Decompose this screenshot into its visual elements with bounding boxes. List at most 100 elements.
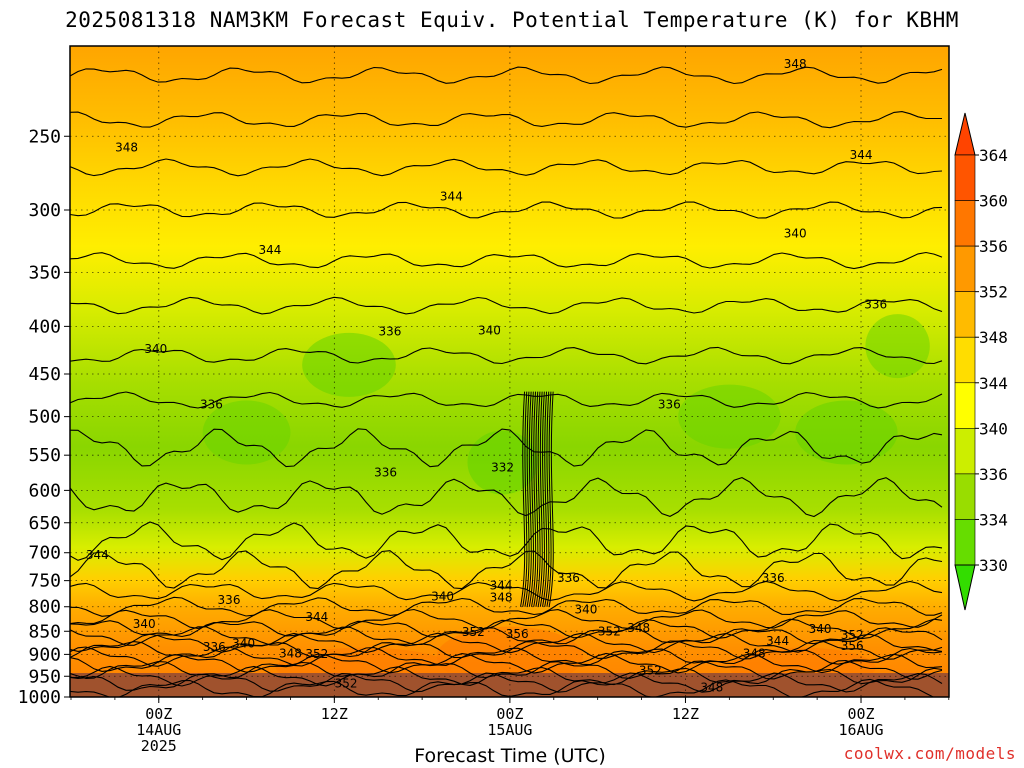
colorbar-swatch: [954, 245, 976, 292]
colorbar-label: 340: [979, 419, 1008, 438]
colorbar-top-arrow: [954, 112, 976, 156]
contour-line: [533, 391, 539, 607]
contour-label: 356: [841, 639, 864, 653]
colorbar-label: 334: [979, 510, 1008, 529]
contour-label: 344: [440, 189, 463, 203]
contour-label: 344: [766, 634, 789, 648]
chart-title: 2025081318 NAM3KM Forecast Equiv. Potent…: [65, 8, 959, 32]
contour-label: 356: [506, 627, 529, 641]
contour-label: 336: [864, 298, 887, 312]
contour-label: 340: [133, 617, 156, 631]
contour-label: 340: [232, 636, 255, 650]
contour-line: [526, 391, 532, 607]
contour-line: [544, 391, 550, 607]
colorbar-label: 344: [979, 374, 1008, 393]
contour-label: 340: [575, 602, 598, 616]
contour-line: [70, 521, 943, 561]
moist-region: [795, 400, 898, 465]
x-tick-label: 12Z: [672, 705, 699, 723]
contour-line: [70, 580, 943, 602]
y-tick-label: 700: [28, 543, 61, 564]
colorbar-swatch: [954, 336, 976, 384]
contour-line: [542, 391, 548, 607]
contour-line: [70, 296, 943, 315]
x-tick-label: 12Z: [321, 705, 348, 723]
contour-line: [548, 391, 554, 607]
y-axis: 2503003504004505005506006507007508008509…: [18, 126, 70, 708]
contour-label: 352: [841, 628, 864, 642]
contour-label: 344: [259, 243, 282, 257]
contour-line: [524, 391, 530, 607]
y-tick-label: 800: [28, 597, 61, 618]
contour-line: [546, 391, 552, 607]
colorbar-label: 348: [979, 328, 1008, 347]
contour-line: [70, 618, 943, 640]
contour-line: [70, 550, 943, 590]
y-tick-label: 950: [28, 666, 61, 687]
colorbar-label: 330: [979, 556, 1008, 575]
y-tick-label: 850: [28, 621, 61, 642]
y-tick-label: 450: [28, 364, 61, 385]
moist-region: [678, 384, 781, 449]
contour-label: 336: [374, 465, 397, 479]
x-tick-label: 00Z: [496, 705, 523, 723]
y-tick-label: 250: [28, 126, 61, 147]
colorbar-swatch: [954, 291, 976, 338]
contour-label: 352: [598, 624, 621, 638]
colorbar-label: 352: [979, 283, 1008, 302]
contour-label: 352: [305, 647, 328, 661]
contour-line: [70, 158, 943, 177]
contour-label: 344: [490, 578, 513, 592]
moist-region: [467, 430, 538, 495]
contour-line: [539, 391, 545, 607]
contour-line: [70, 652, 943, 674]
y-tick-label: 550: [28, 445, 61, 466]
contour-label: 348: [743, 646, 766, 660]
x-tick-label: 00Z: [847, 705, 874, 723]
colorbar-label: 356: [979, 237, 1008, 256]
contour-label: 340: [431, 590, 454, 604]
contour-line: [70, 66, 943, 85]
y-tick-label: 1000: [18, 687, 61, 708]
contour-line: [70, 477, 943, 518]
contour-label: 340: [144, 342, 167, 356]
x-tick-label: 00Z: [145, 705, 172, 723]
colorbar-label: 360: [979, 192, 1008, 211]
contour-line: [70, 672, 943, 693]
contour-label: 352: [462, 625, 485, 639]
contour-layer: [70, 66, 943, 697]
moist-region: [302, 332, 396, 397]
contour-line: [70, 428, 943, 468]
y-tick-label: 750: [28, 571, 61, 592]
x-tick-label: 16AUG: [838, 721, 883, 739]
contour-label: 348: [279, 646, 302, 660]
contour-label: 344: [305, 610, 328, 624]
contour-label: 348: [490, 591, 513, 605]
colorbar-swatch: [954, 200, 976, 247]
y-tick-label: 350: [28, 262, 61, 283]
credit-text: coolwx.com/models: [843, 744, 1016, 763]
contour-line: [70, 111, 942, 129]
contour-label: 352: [335, 676, 358, 690]
x-axis-title: Forecast Time (UTC): [414, 745, 606, 767]
contour-line: [70, 659, 943, 680]
y-tick-label: 400: [28, 316, 61, 337]
contour-line: [70, 646, 943, 667]
colorbar-swatch: [954, 519, 976, 566]
y-tick-label: 300: [28, 200, 61, 221]
contour-line: [70, 201, 943, 219]
x-tick-label: 2025: [141, 737, 177, 755]
contour-label: 348: [784, 57, 807, 71]
contour-label: 348: [627, 621, 650, 635]
contour-label: 336: [203, 640, 226, 654]
contour-label: 340: [809, 622, 832, 636]
contour-label: 336: [557, 571, 580, 585]
contour-line: [70, 391, 943, 409]
x-tick-label: 15AUG: [487, 721, 532, 739]
contour-line: [70, 639, 943, 660]
contour-label: 344: [86, 548, 109, 562]
contour-line: [70, 678, 936, 697]
